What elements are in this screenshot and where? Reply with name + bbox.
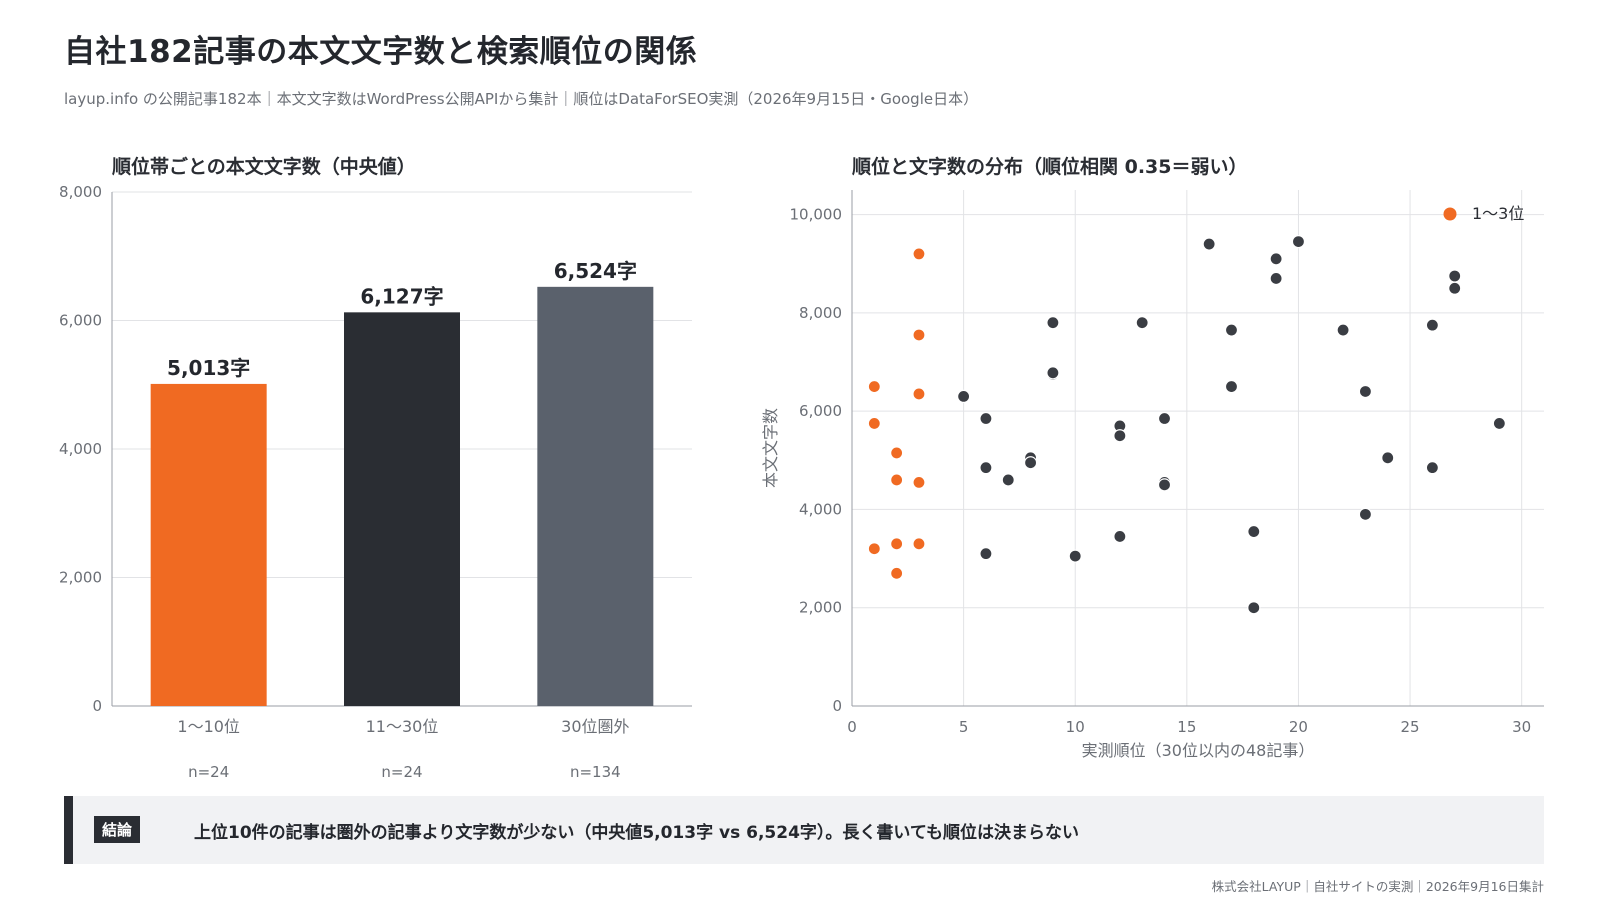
data-point: [1113, 429, 1127, 443]
x-tick-label: 0: [847, 718, 857, 736]
x-tick-label: 25: [1401, 718, 1420, 736]
top3-point: [867, 379, 881, 394]
y-tick-label: 6,000: [59, 312, 102, 330]
data-point: [979, 461, 993, 475]
sample-size-label: n=24: [188, 763, 229, 781]
data-point: [1157, 411, 1172, 426]
data-point: [1269, 252, 1283, 266]
y-tick-label: 2,000: [799, 599, 842, 617]
footer-credit: 株式会社LAYUP｜自社サイトの実測｜2026年9月16日集計: [1211, 879, 1544, 894]
data-point: [1046, 316, 1060, 330]
data-point: [1247, 524, 1261, 539]
top3-point: [890, 446, 904, 460]
data-point: [1023, 456, 1038, 470]
data-point: [1068, 549, 1082, 563]
bar-chart: 0 2,000 4,000 6,000 8,000 5,013字 1〜10位 n=24 6,12…: [59, 183, 692, 781]
data-point: [1336, 323, 1350, 337]
top3-point: [912, 387, 926, 401]
sample-size-label: n=24: [381, 763, 422, 781]
conclusion-tag: 結論: [94, 816, 141, 843]
y-tick-label: 8,000: [59, 183, 102, 201]
data-point: [1291, 235, 1306, 249]
data-point: [1425, 461, 1439, 475]
top3-point: [890, 537, 904, 551]
data-point: [1202, 237, 1216, 251]
data-point: [1358, 384, 1373, 399]
data-point: [1001, 473, 1015, 487]
top3-point: [890, 473, 904, 487]
y-tick-label: 2,000: [59, 569, 102, 587]
x-tick-label: 30: [1512, 718, 1531, 736]
data-point: [1224, 323, 1239, 337]
x-category-label: 30位圏外: [561, 717, 629, 736]
x-category-label: 11〜30位: [366, 717, 439, 736]
y-tick-label: 6,000: [799, 402, 842, 420]
top3-point: [912, 537, 926, 551]
data-point: [1381, 451, 1395, 465]
bar: [537, 286, 654, 706]
y-tick-label: 4,000: [799, 500, 842, 518]
x-tick-label: 5: [959, 718, 969, 736]
conclusion-text: 上位10件の記事は圏外の記事より文字数が少ない（中央値5,013字 vs 6,5…: [194, 823, 1080, 843]
y-tick-label: 0: [832, 697, 842, 715]
x-tick-label: 20: [1289, 718, 1308, 736]
data-point: [1113, 529, 1127, 544]
data-point: [1135, 316, 1149, 330]
data-point: [979, 411, 993, 426]
top3-point: [912, 475, 926, 489]
bar: [344, 312, 460, 706]
top3-point: [867, 416, 881, 431]
y-tick-label: 4,000: [59, 440, 102, 458]
data-point: [1224, 379, 1239, 394]
y-tick-label: 8,000: [799, 304, 842, 322]
top3-point: [912, 247, 926, 261]
bar-value-label: 5,013字: [167, 356, 250, 380]
conclusion-box: 結論 上位10件の記事は圏外の記事より文字数が少ない（中央値5,013字 vs …: [64, 796, 1544, 864]
bar-value-label: 6,127字: [360, 284, 443, 308]
data-point: [1046, 366, 1060, 380]
bar: [150, 383, 267, 706]
y-tick-label: 10,000: [790, 206, 843, 224]
data-point: [1157, 478, 1172, 492]
top3-point: [890, 566, 904, 580]
data-point: [1492, 416, 1506, 431]
legend-marker: [1443, 207, 1457, 221]
data-point: [1448, 269, 1462, 283]
data-point: [1269, 271, 1283, 286]
data-point: [957, 389, 971, 403]
data-point: [1247, 601, 1261, 615]
x-tick-label: 10: [1066, 718, 1085, 736]
y-axis-label: 本文文字数: [761, 408, 780, 488]
x-axis-label: 実測順位（30位以内の48記事）: [1082, 741, 1315, 760]
data-point: [1425, 318, 1439, 332]
top3-point: [867, 542, 881, 556]
x-tick-label: 15: [1177, 718, 1196, 736]
page-title: 自社182記事の本文文字数と検索順位の関係: [64, 34, 698, 70]
scatter-chart-title: 順位と文字数の分布（順位相関 0.35＝弱い）: [852, 156, 1248, 178]
x-category-label: 1〜10位: [177, 717, 240, 736]
y-tick-label: 0: [92, 697, 102, 715]
legend-label: 1〜3位: [1472, 204, 1524, 223]
bar-value-label: 6,524字: [554, 259, 637, 283]
top3-point: [912, 328, 926, 342]
data-point: [1358, 507, 1373, 521]
page-subtitle: layup.info の公開記事182本｜本文文字数はWordPress公開AP…: [64, 90, 979, 108]
data-point: [1448, 281, 1462, 295]
scatter-chart: 0 5 10 15 20 25 30 0 2,000 4,000 6,000 8,000 10,000 実…: [761, 190, 1544, 760]
data-point: [979, 547, 993, 561]
bar-chart-title: 順位帯ごとの本文文字数（中央値）: [112, 156, 416, 178]
sample-size-label: n=134: [570, 763, 621, 781]
